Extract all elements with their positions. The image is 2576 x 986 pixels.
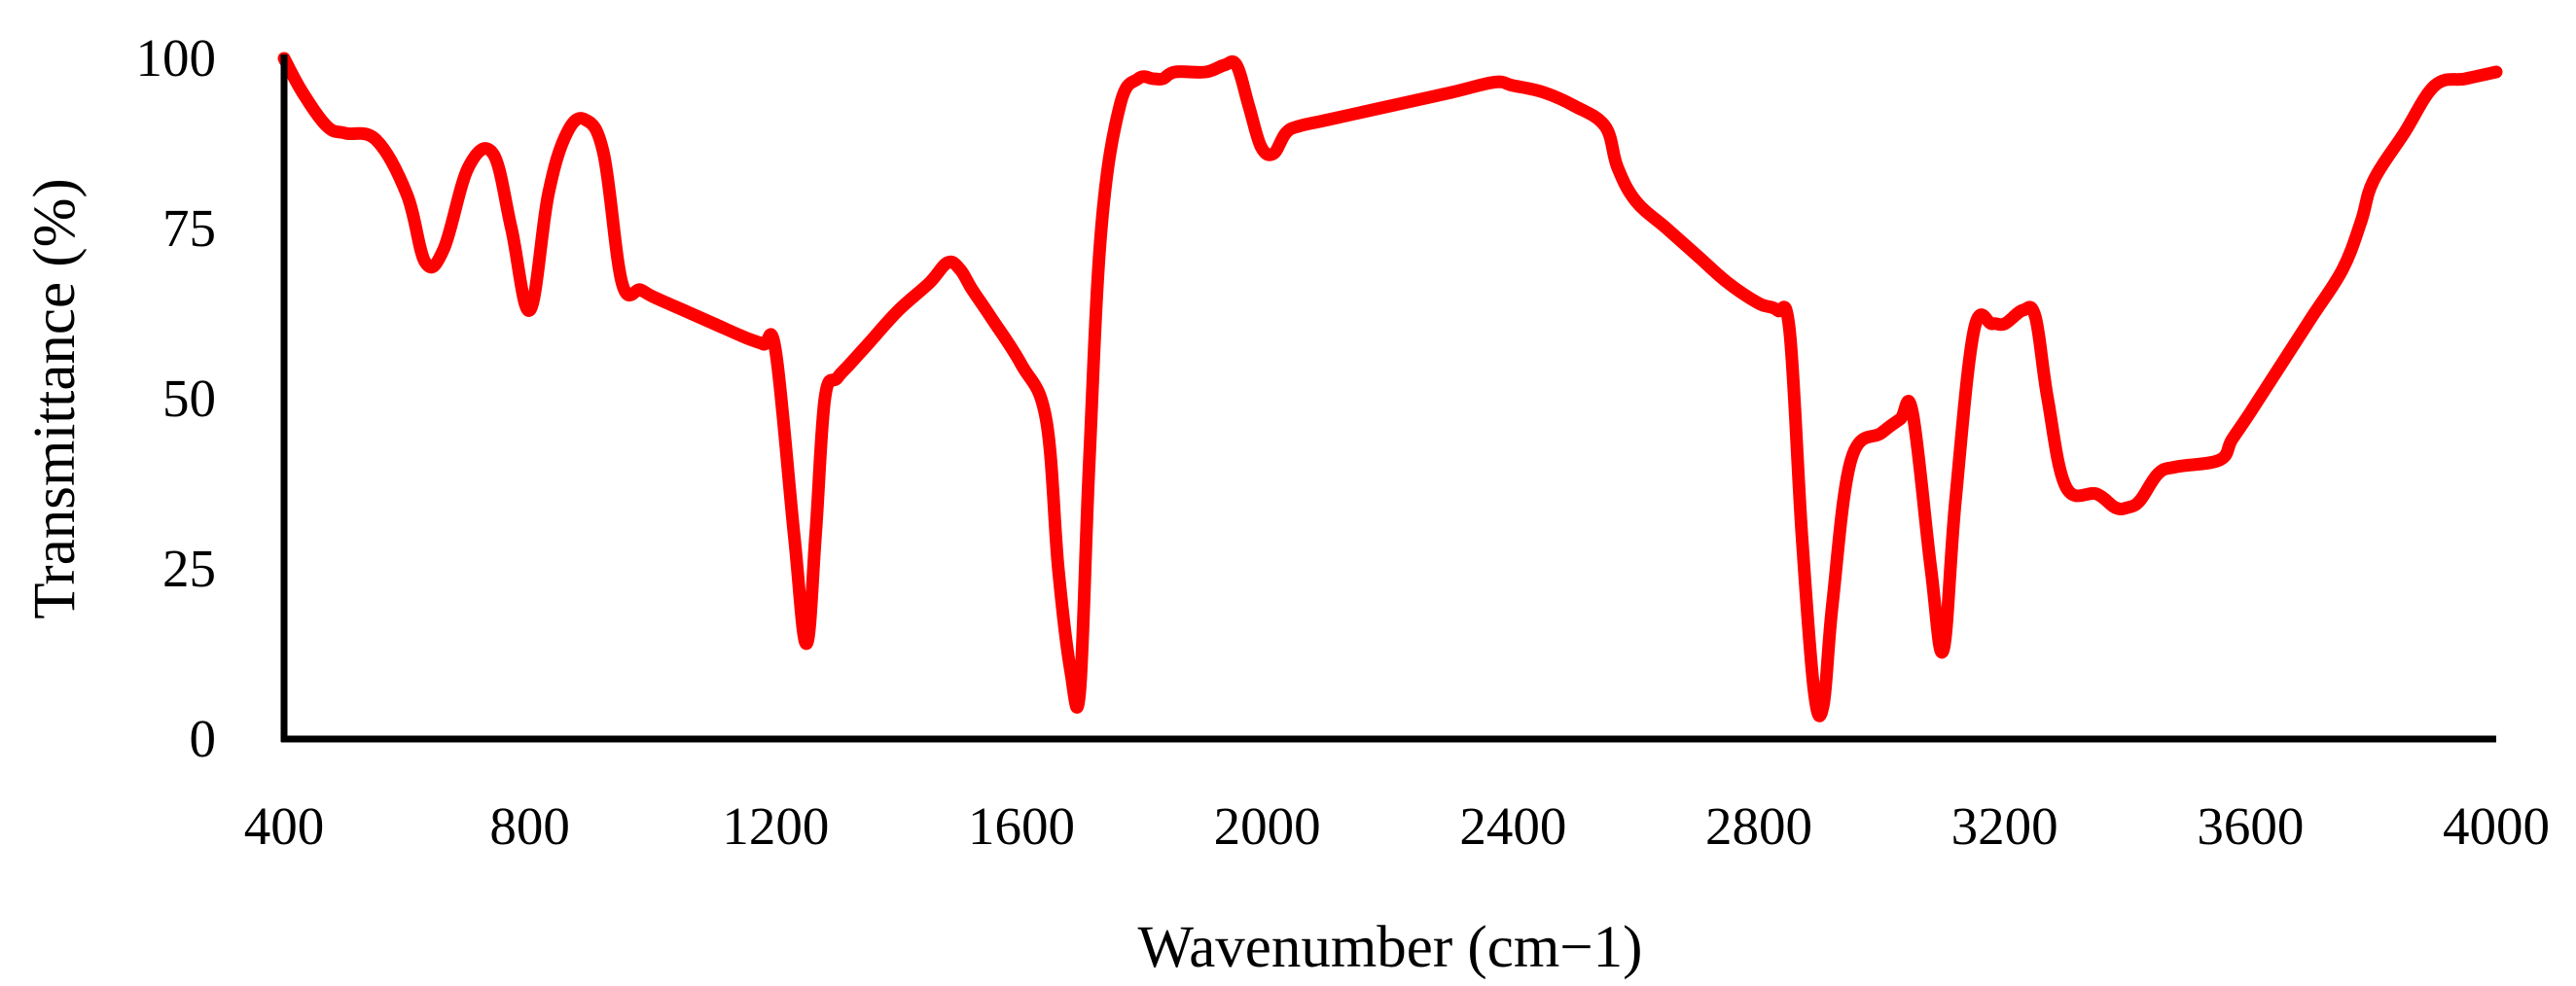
transmittance-series-line bbox=[277, 52, 2503, 722]
x-tick-label: 2000 bbox=[1214, 796, 1321, 856]
x-tick-label: 1200 bbox=[722, 796, 829, 856]
x-tick-label: 1600 bbox=[968, 796, 1075, 856]
y-tick-label: 100 bbox=[136, 28, 217, 88]
x-tick-labels: 400 800 1200 1600 2000 2400 2800 3200 36… bbox=[244, 796, 2550, 856]
x-tick-label: 2400 bbox=[1459, 796, 1566, 856]
y-tick-label: 50 bbox=[162, 369, 216, 428]
x-tick-label: 800 bbox=[489, 796, 570, 856]
x-axis-title: Wavenumber (cm−1) bbox=[1138, 915, 1643, 980]
x-tick-label: 2800 bbox=[1705, 796, 1812, 856]
y-tick-labels: 0 25 50 75 100 bbox=[136, 28, 217, 768]
x-tick-label: 400 bbox=[244, 796, 325, 856]
y-tick-label: 75 bbox=[162, 198, 216, 258]
x-tick-label: 3200 bbox=[1951, 796, 2058, 856]
y-tick-label: 25 bbox=[162, 539, 216, 598]
y-axis-title: Transmittance (%) bbox=[22, 178, 88, 618]
y-tick-label: 0 bbox=[190, 709, 217, 768]
x-tick-label: 3600 bbox=[2197, 796, 2304, 856]
x-tick-label: 4000 bbox=[2443, 796, 2550, 856]
